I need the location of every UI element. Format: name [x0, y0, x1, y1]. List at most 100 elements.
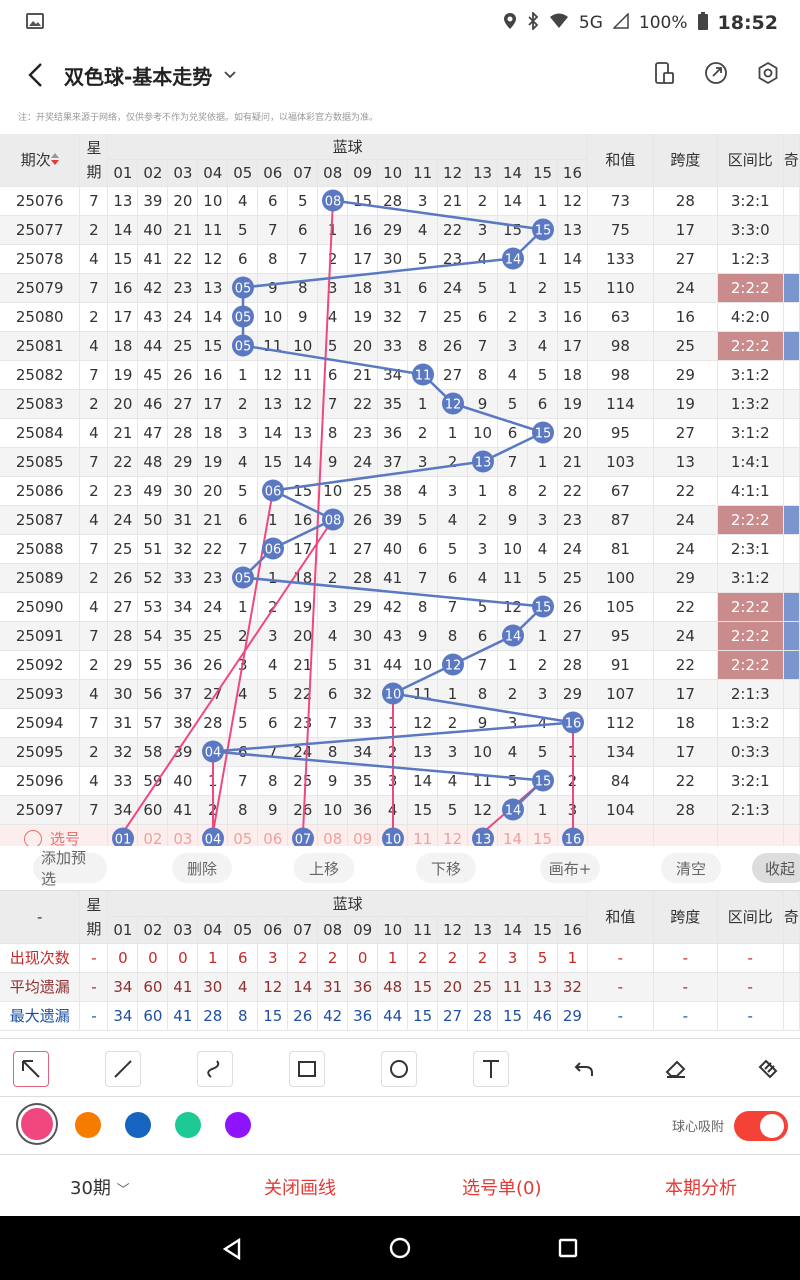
- gallery-icon: [26, 12, 44, 34]
- sum-cell: 75: [587, 215, 654, 245]
- pick-num-cell: 14: [497, 824, 528, 846]
- circle-tool-icon[interactable]: [381, 1051, 417, 1087]
- omission-cell: 35: [167, 621, 199, 651]
- nav-home-icon[interactable]: [389, 1237, 411, 1263]
- analysis-button[interactable]: 本期分析: [665, 1178, 737, 1199]
- move-up-button[interactable]: 上移: [294, 853, 354, 883]
- bottom-bar: 30期 ﹀ 关闭画线 选号单(0) 本期分析: [0, 1154, 800, 1216]
- trend-lines[interactable]: 0815140505051112151306080605151412101604…: [0, 134, 800, 846]
- period-cell: 25085: [0, 447, 81, 477]
- pick-ball-number: 10: [385, 833, 402, 847]
- stats-corner: -: [0, 891, 81, 944]
- stats-value: 60: [137, 972, 169, 1002]
- stats-label: 平均遗漏: [0, 972, 81, 1002]
- back-button[interactable]: [20, 60, 50, 90]
- omission-cell: 16: [557, 302, 588, 332]
- omission-cell: 4: [497, 737, 528, 767]
- color-swatch-green[interactable]: [175, 1112, 201, 1138]
- sort-icon[interactable]: [50, 151, 59, 169]
- color-swatch-orange[interactable]: [75, 1112, 101, 1138]
- omission-cell: 4: [257, 650, 289, 680]
- omission-cell: 6: [437, 563, 469, 593]
- omission-cell: 5: [437, 534, 469, 564]
- layout-icon[interactable]: [652, 61, 676, 89]
- clear-button[interactable]: 清空: [661, 853, 721, 883]
- pick-ball[interactable]: [382, 827, 404, 847]
- pick-ball[interactable]: [112, 827, 134, 847]
- col-blue-header: 蓝球: [107, 134, 588, 160]
- stats-dash: -: [717, 1001, 784, 1031]
- title-bar: 双色球-基本走势: [0, 46, 800, 104]
- pick-ball[interactable]: [202, 827, 224, 847]
- canvas-plus-button[interactable]: 画布+: [540, 853, 600, 883]
- omission-cell: 7: [287, 244, 319, 274]
- rect-tool-icon[interactable]: [289, 1051, 325, 1087]
- omission-cell: 11: [497, 563, 528, 593]
- omission-cell: 1: [227, 360, 259, 390]
- color-swatch-purple[interactable]: [225, 1112, 251, 1138]
- blue-ball-number: 16: [565, 717, 582, 732]
- nav-recents-icon[interactable]: [558, 1238, 578, 1262]
- sum-cell: 104: [587, 795, 654, 825]
- week-cell: 7: [79, 795, 109, 825]
- delete-button[interactable]: 删除: [172, 853, 232, 883]
- span-cell: 17: [653, 737, 718, 767]
- omission-cell: 17: [557, 331, 588, 361]
- select-arrow-icon[interactable]: [13, 1051, 49, 1087]
- period-selector[interactable]: 30期 ﹀: [70, 1174, 130, 1200]
- omission-cell: 26: [107, 563, 139, 593]
- omission-cell: 17: [107, 302, 139, 332]
- pink-trend-line[interactable]: [122, 518, 334, 834]
- omission-cell: 10: [467, 418, 499, 448]
- nav-back-icon[interactable]: [222, 1237, 242, 1264]
- radio-icon[interactable]: [24, 829, 42, 846]
- undo-icon[interactable]: [566, 1051, 602, 1087]
- pick-list-button[interactable]: 选号单(0): [462, 1178, 542, 1199]
- pink-trend-line[interactable]: [302, 200, 334, 833]
- pick-ball[interactable]: [472, 827, 494, 847]
- period-cell: 25078: [0, 244, 81, 274]
- page-title[interactable]: 双色球-基本走势: [64, 64, 213, 89]
- omission-cell: 20: [347, 331, 379, 361]
- curve-tool-icon[interactable]: [197, 1051, 233, 1087]
- period-cell: 25087: [0, 505, 81, 535]
- snap-toggle[interactable]: [734, 1111, 788, 1141]
- trend-grid[interactable]: 期次 星期 蓝球 和值 跨度 区间比奇 01 02 03 04 05 06 07 08 09 10 11 12 13…: [0, 134, 800, 846]
- omission-cell: 5: [497, 766, 528, 796]
- share-icon[interactable]: [704, 61, 728, 89]
- omission-cell: 19: [557, 389, 588, 419]
- omission-cell: 23: [437, 244, 469, 274]
- collapse-button[interactable]: 收起: [752, 853, 800, 883]
- zone-cell: 3:3:0: [717, 215, 784, 245]
- more-cell: [783, 650, 800, 680]
- pick-num-cell: 09: [347, 824, 379, 846]
- omission-cell: 21: [437, 186, 469, 216]
- eraser-icon[interactable]: [658, 1051, 694, 1087]
- brush-clear-icon[interactable]: [750, 1051, 786, 1087]
- stats-value: 25: [467, 972, 499, 1002]
- pick-ball[interactable]: [292, 827, 314, 847]
- blue-trend-line: [242, 344, 424, 376]
- zone-cell: 2:2:2: [717, 273, 784, 303]
- settings-icon[interactable]: [756, 61, 780, 89]
- blue-ball: [232, 334, 254, 357]
- omission-cell: 31: [377, 273, 409, 303]
- color-swatch-selected[interactable]: [18, 1105, 56, 1143]
- close-lines-button[interactable]: 关闭画线: [264, 1178, 336, 1199]
- omission-cell: 3: [467, 215, 499, 245]
- omission-cell: 4: [227, 186, 259, 216]
- omission-cell: 57: [137, 708, 169, 738]
- omission-cell: 36: [347, 795, 379, 825]
- omission-cell: 8: [287, 273, 319, 303]
- omission-cell: 34: [167, 592, 199, 622]
- color-swatch-blue[interactable]: [125, 1112, 151, 1138]
- pick-ball[interactable]: [562, 827, 584, 847]
- add-preselect-button[interactable]: 添加预选: [33, 849, 107, 888]
- blue-ball-number: 12: [445, 659, 462, 674]
- omission-cell: 39: [377, 505, 409, 535]
- line-tool-icon[interactable]: [105, 1051, 141, 1087]
- chevron-down-icon[interactable]: [222, 66, 240, 84]
- move-down-button[interactable]: 下移: [416, 853, 476, 883]
- text-tool-icon[interactable]: [473, 1051, 509, 1087]
- zone-cell: 2:1:3: [717, 795, 784, 825]
